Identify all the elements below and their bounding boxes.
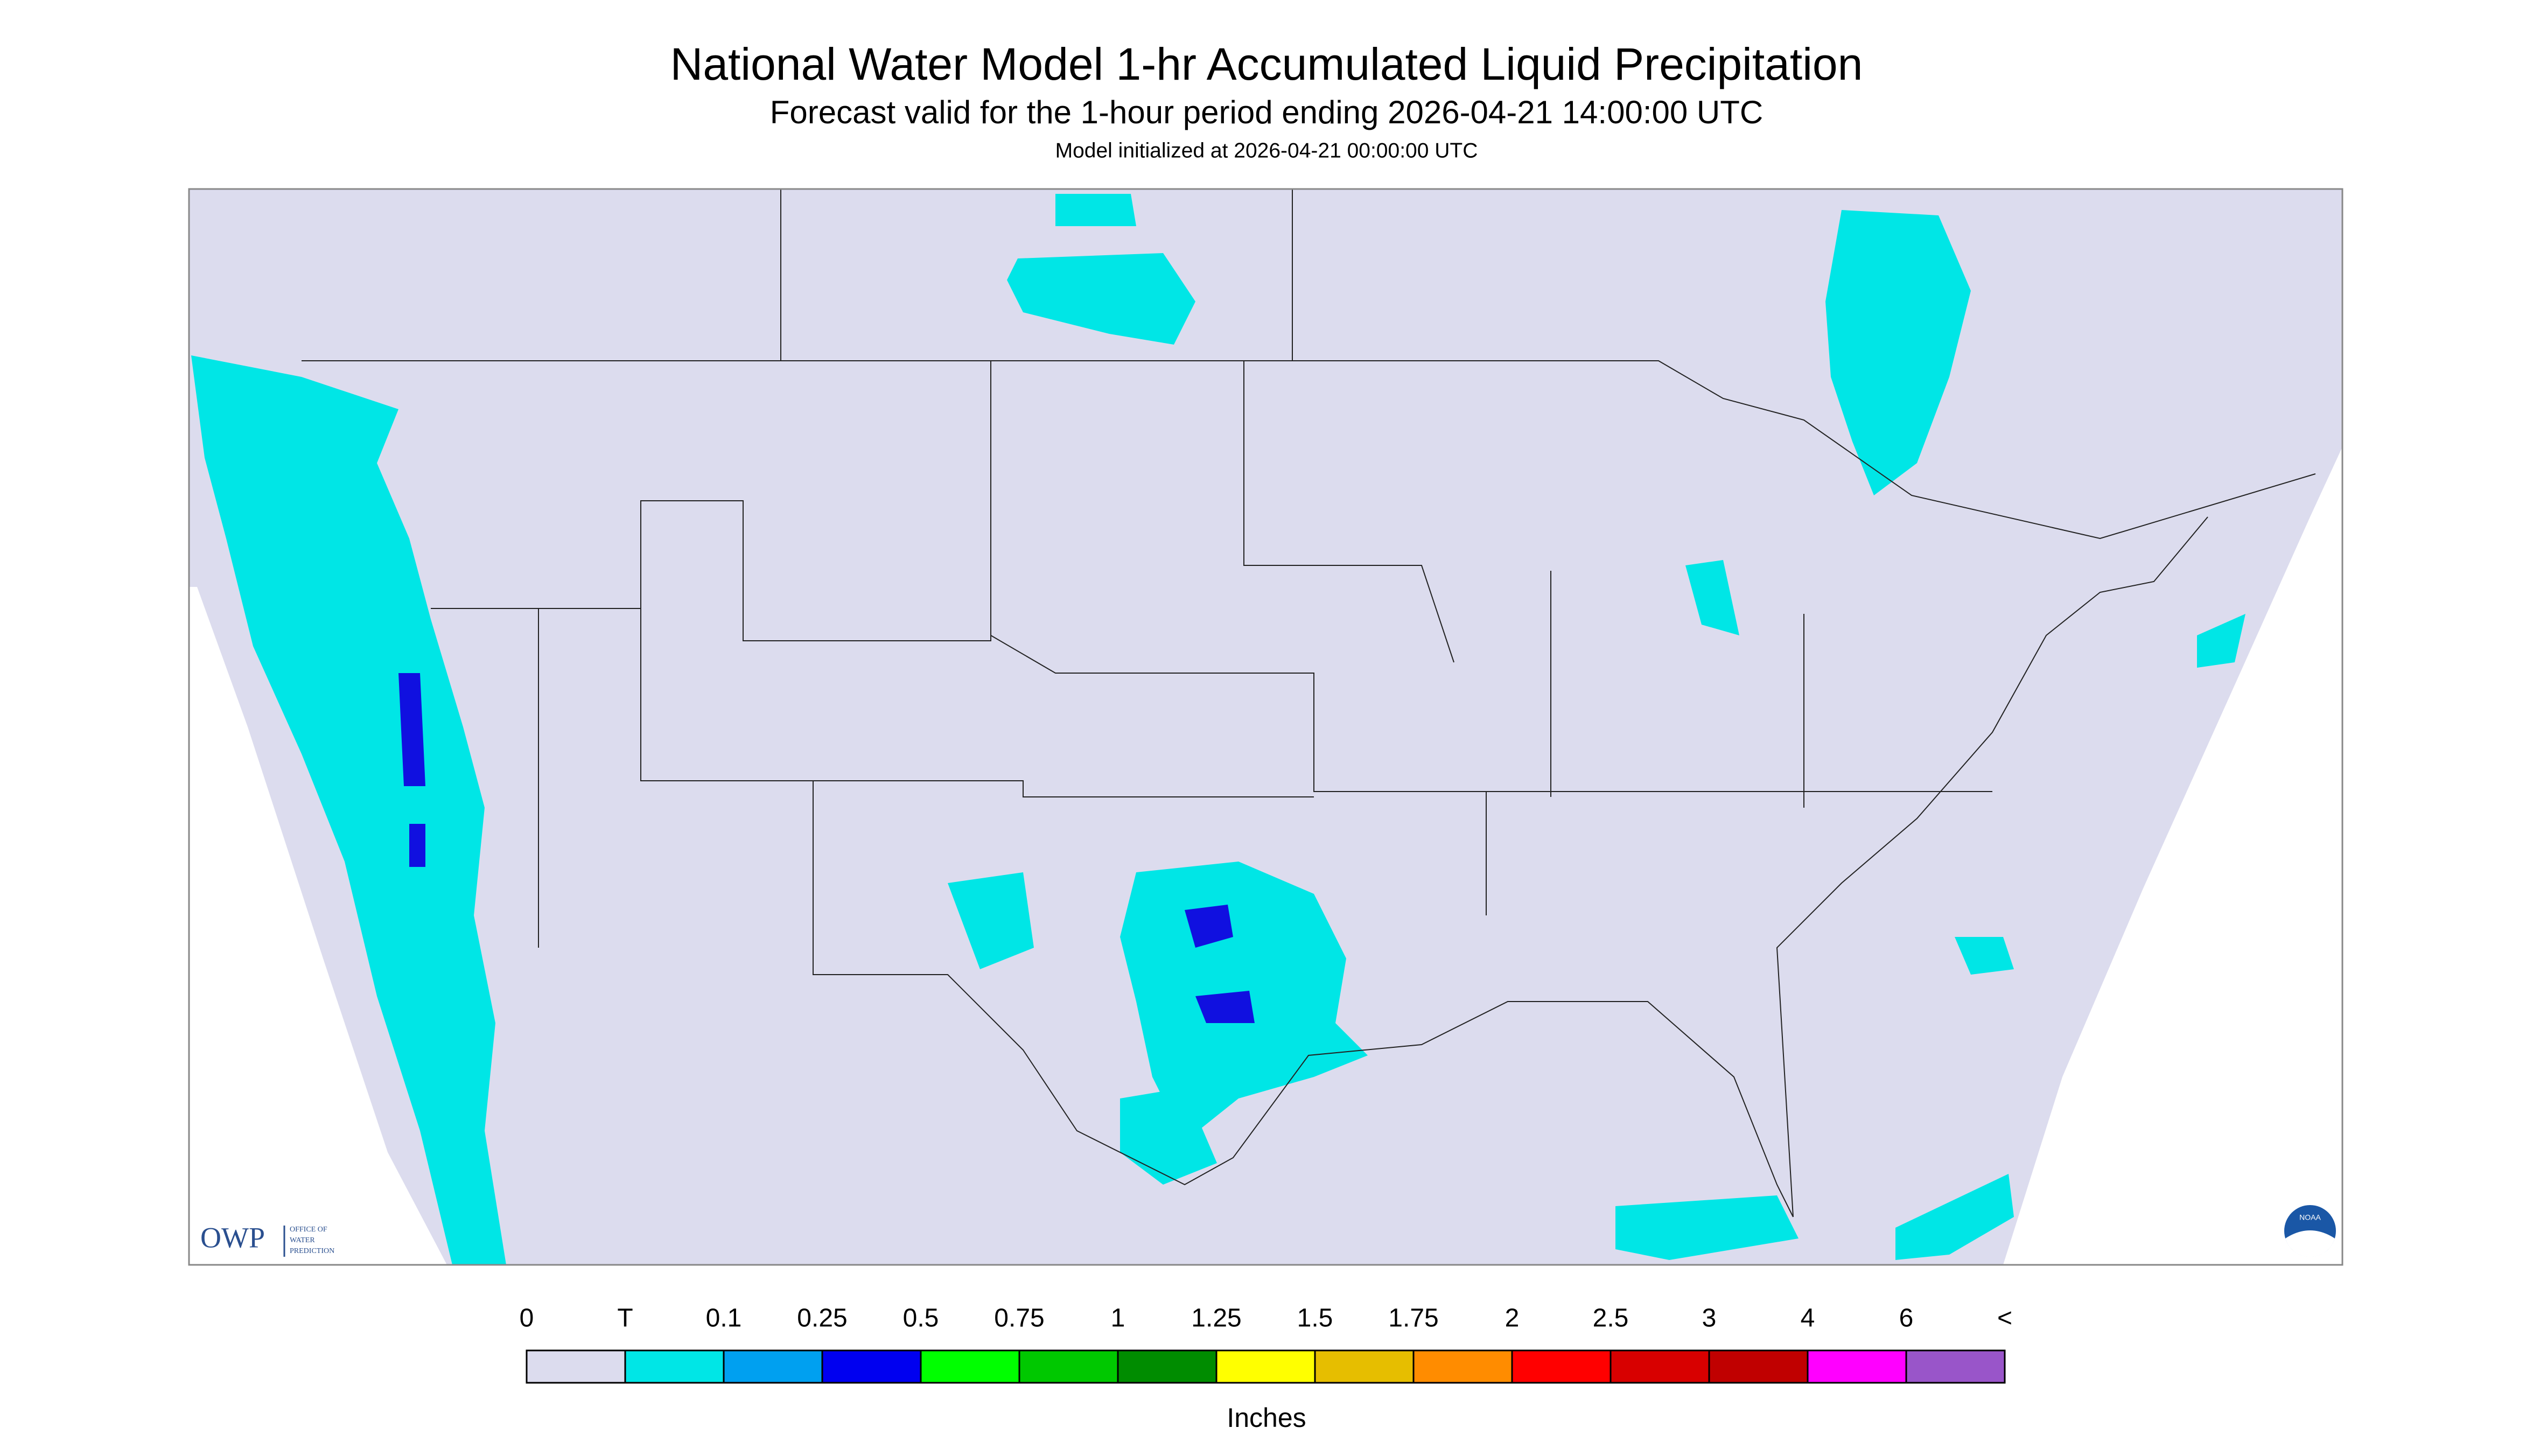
legend-swatch <box>1905 1349 2006 1384</box>
legend-label: 0.75 <box>994 1304 1044 1333</box>
legend-swatch <box>1807 1349 1907 1384</box>
boundaries <box>302 189 2316 1217</box>
legend-label: 3 <box>1702 1304 1717 1333</box>
legend-label: 1.75 <box>1388 1304 1438 1333</box>
legend-swatch <box>526 1349 626 1384</box>
legend-swatch <box>1708 1349 1809 1384</box>
legend-swatch <box>1314 1349 1415 1384</box>
legend-swatch <box>723 1349 823 1384</box>
legend-swatch <box>821 1349 922 1384</box>
owp-logo-line: PREDICTION <box>290 1247 334 1255</box>
legend-swatch <box>920 1349 1020 1384</box>
subtitle: Forecast valid for the 1-hour period end… <box>770 94 1763 130</box>
owp-logo-line: OFFICE OF <box>290 1226 327 1234</box>
legend-label: 2 <box>1505 1304 1520 1333</box>
legend-swatch <box>1215 1349 1316 1384</box>
legend-label: 4 <box>1801 1304 1815 1333</box>
legend-label: < <box>1997 1304 2012 1333</box>
legend-label: 0.25 <box>797 1304 847 1333</box>
legend-label: 2.5 <box>1593 1304 1629 1333</box>
legend-swatch <box>1412 1349 1513 1384</box>
noaa-logo-wave <box>2285 1230 2335 1257</box>
owp-logo-line: WATER <box>290 1236 315 1244</box>
legend-label: 1 <box>1111 1304 1125 1333</box>
title: National Water Model 1-hr Accumulated Li… <box>670 39 1863 89</box>
legend-label: 0.1 <box>706 1304 742 1333</box>
legend-label: 1.25 <box>1191 1304 1241 1333</box>
legend-label: 0.5 <box>903 1304 939 1333</box>
legend-label: T <box>617 1304 633 1333</box>
map: OWP OFFICE OF WATER PREDICTION NOAA <box>188 188 2343 1266</box>
map-frame <box>188 188 2343 1266</box>
noaa-logo-text: NOAA <box>2299 1213 2321 1222</box>
legend-label: 6 <box>1899 1304 1914 1333</box>
legend-swatch <box>624 1349 725 1384</box>
precipitation <box>191 194 2245 1265</box>
legend-swatch <box>1511 1349 1612 1384</box>
legend-unit: Inches <box>1227 1403 1306 1433</box>
legend: 0 T 0.1 0.25 0.5 0.75 1 1.25 1.5 1.75 2 2.5 3 4 6 < <box>520 1304 2012 1384</box>
legend-swatch <box>1018 1349 1119 1384</box>
legend-swatch <box>1117 1349 1217 1384</box>
domain-mask <box>2003 447 2342 1265</box>
init-time: Model initialized at 2026-04-21 00:00:00… <box>1055 139 1478 162</box>
map-background <box>189 189 2342 1265</box>
domain-mask <box>189 587 447 1265</box>
owp-logo: OWP <box>200 1221 265 1254</box>
legend-label: 1.5 <box>1297 1304 1333 1333</box>
legend-label: 0 <box>520 1304 534 1333</box>
legend-swatch <box>1610 1349 1710 1384</box>
